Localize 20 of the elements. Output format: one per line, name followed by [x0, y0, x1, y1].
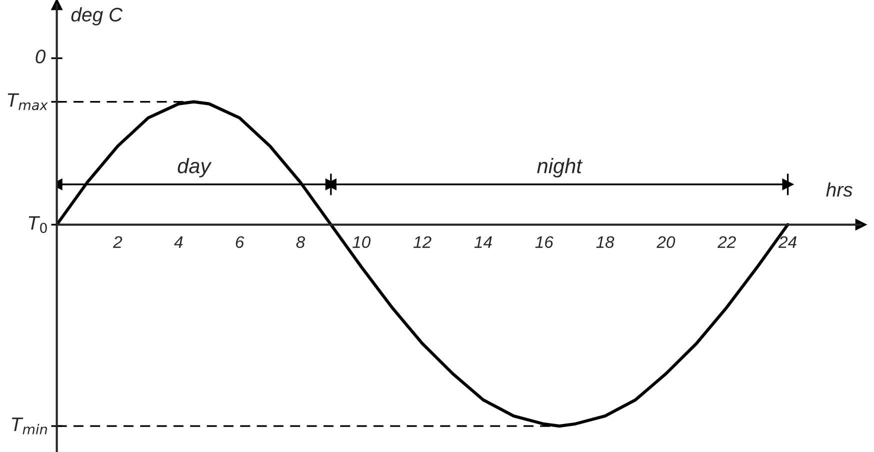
x-tick-label: 2: [112, 236, 122, 248]
x-tick-label: 10: [352, 236, 371, 248]
x-tick-label: 4: [174, 236, 183, 248]
annotation: T$_{0}$: [28, 216, 47, 234]
annotation: day: [178, 158, 212, 178]
x-tick-label: 6: [236, 236, 244, 248]
text: 0: [36, 50, 46, 64]
x-tick-label: 12: [413, 236, 432, 248]
y-axis-title: deg C: [71, 7, 123, 26]
x-tick-label: 14: [474, 236, 492, 248]
x-axis-title: hrs: [826, 182, 852, 197]
x-tick-label: 8: [296, 236, 306, 248]
annotation: T$_{max}$: [8, 93, 48, 110]
x-tick-label: 22: [718, 236, 736, 248]
x-tick-label: 24: [778, 236, 796, 248]
annotation: night: [537, 158, 583, 178]
x-tick-label: 18: [596, 236, 614, 248]
annotation: T$_{min}$: [12, 418, 47, 434]
x-tick-label: 20: [656, 236, 676, 248]
x-tick-label: 16: [535, 236, 554, 248]
